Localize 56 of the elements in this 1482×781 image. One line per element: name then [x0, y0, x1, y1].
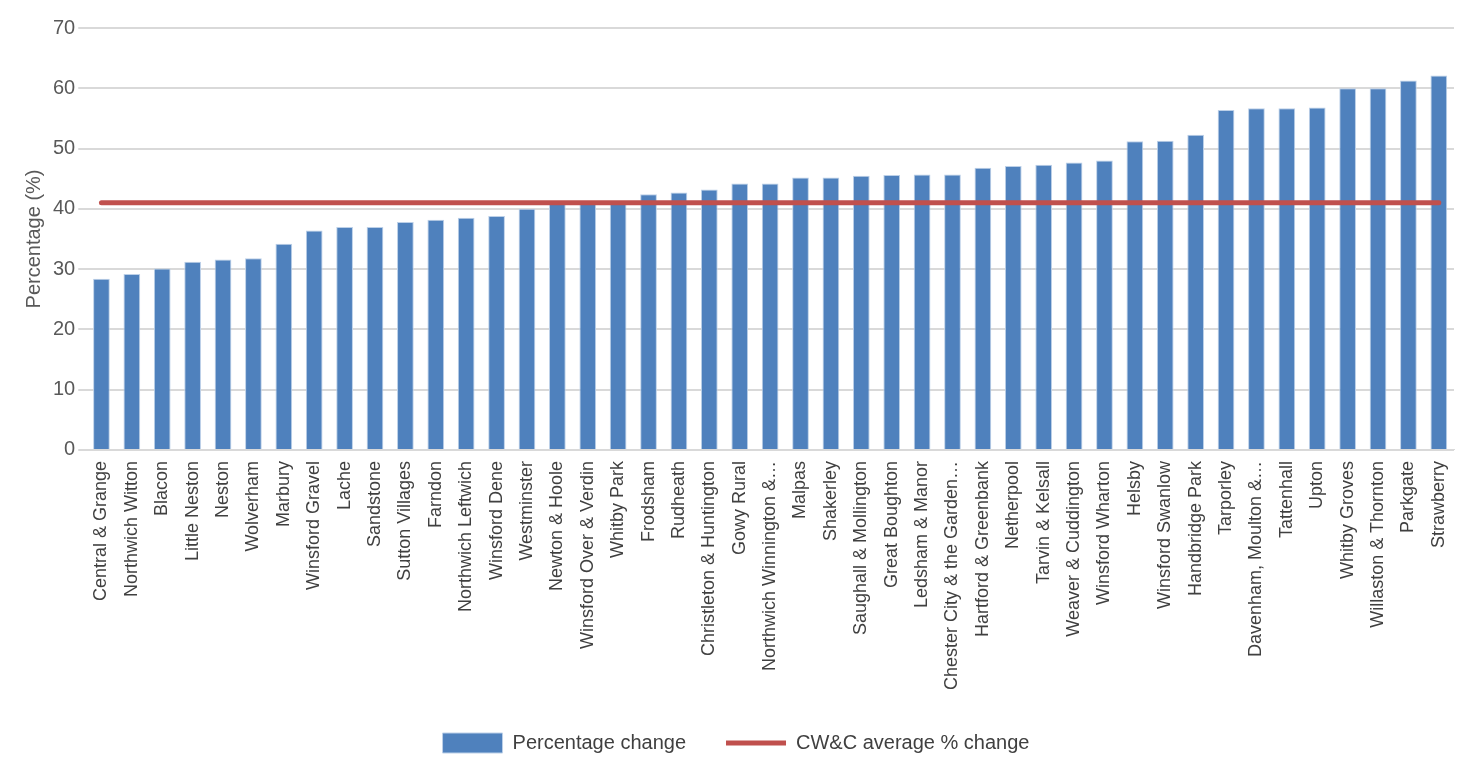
- x-tick-label: Helsby: [1123, 460, 1144, 516]
- x-tick-label: Marbury: [272, 460, 293, 527]
- x-tick-label: Blacon: [151, 460, 172, 516]
- x-tick-label: Ledsham & Manor: [911, 460, 932, 608]
- y-tick-label: 70: [53, 15, 76, 38]
- x-tick-label: Sandstone: [363, 460, 384, 547]
- x-tick-label: Malpas: [789, 460, 810, 519]
- x-tick-label: Netherpool: [1002, 460, 1023, 549]
- x-tick-label: Handbridge Park: [1184, 459, 1205, 596]
- x-tick-label: Westminster: [515, 460, 536, 561]
- y-tick-label: 50: [53, 136, 76, 159]
- x-tick-label: Sutton Villages: [394, 460, 415, 581]
- legend-label: CW&C average % change: [796, 730, 1030, 753]
- x-tick-label: Gowy Rural: [728, 460, 749, 555]
- x-tick-label: Frodsham: [637, 460, 658, 542]
- x-tick-label: Winsford Gravel: [303, 460, 324, 590]
- x-tick-label: Rudheath: [667, 460, 688, 539]
- x-tick-label: Strawberry: [1427, 460, 1448, 548]
- x-tick-label: Winsford Dene: [485, 460, 506, 580]
- x-tick-label: Winsford Over & Verdin: [576, 460, 597, 649]
- x-tick-label: Tarvin & Kelsall: [1032, 460, 1053, 584]
- y-tick-label: 0: [64, 437, 76, 460]
- x-tick-label: Saughall & Mollington: [850, 460, 871, 636]
- x-tick-label: Northwich Winnington &…: [759, 460, 780, 671]
- x-tick-label: Winsford Swanlow: [1154, 459, 1175, 609]
- y-tick-label: 20: [53, 316, 76, 339]
- x-tick-label: Whitby Groves: [1336, 460, 1357, 579]
- x-tick-label: Davenham, Moulton &…: [1245, 460, 1266, 657]
- x-tick-label: Hartford & Greenbank: [971, 459, 992, 637]
- y-tick-label: 60: [53, 75, 76, 98]
- y-axis-title: Percentage (%): [21, 169, 44, 309]
- x-tick-label: Tattenhall: [1275, 460, 1296, 538]
- x-tick-label: Lache: [333, 460, 354, 510]
- x-tick-label: Wolverham: [242, 460, 263, 552]
- x-tick-label: Winsford Wharton: [1093, 460, 1114, 605]
- x-tick-label: Northwich Witton: [120, 460, 141, 597]
- x-tick-label: Farndon: [424, 460, 445, 528]
- legend-label: Percentage change: [512, 730, 687, 753]
- x-tick-label: Shakerley: [819, 460, 840, 541]
- x-tick-label: Parkgate: [1397, 460, 1418, 533]
- x-tick-label: Christleton & Huntington: [698, 460, 719, 657]
- x-tick-label: Whitby Park: [607, 459, 628, 558]
- y-tick-label: 40: [53, 196, 76, 219]
- y-tick-label: 30: [53, 256, 76, 279]
- x-tick-label: Great Boughton: [880, 460, 901, 588]
- x-tick-label: Weaver & Cuddington: [1063, 460, 1084, 637]
- x-tick-label: Upton: [1306, 460, 1327, 509]
- y-tick-label: 10: [53, 377, 76, 400]
- x-tick-label: Newton & Hoole: [546, 460, 567, 591]
- x-tick-label: Tarporley: [1215, 460, 1236, 535]
- x-tick-label: Chester City & the Garden…: [941, 460, 962, 691]
- x-tick-label: Central & Grange: [90, 460, 111, 601]
- x-tick-label: Neston: [211, 460, 232, 518]
- x-tick-label: Northwich Leftwich: [455, 460, 476, 612]
- x-tick-label: Willaston & Thornton: [1366, 460, 1387, 628]
- x-tick-label: Little Neston: [181, 460, 202, 561]
